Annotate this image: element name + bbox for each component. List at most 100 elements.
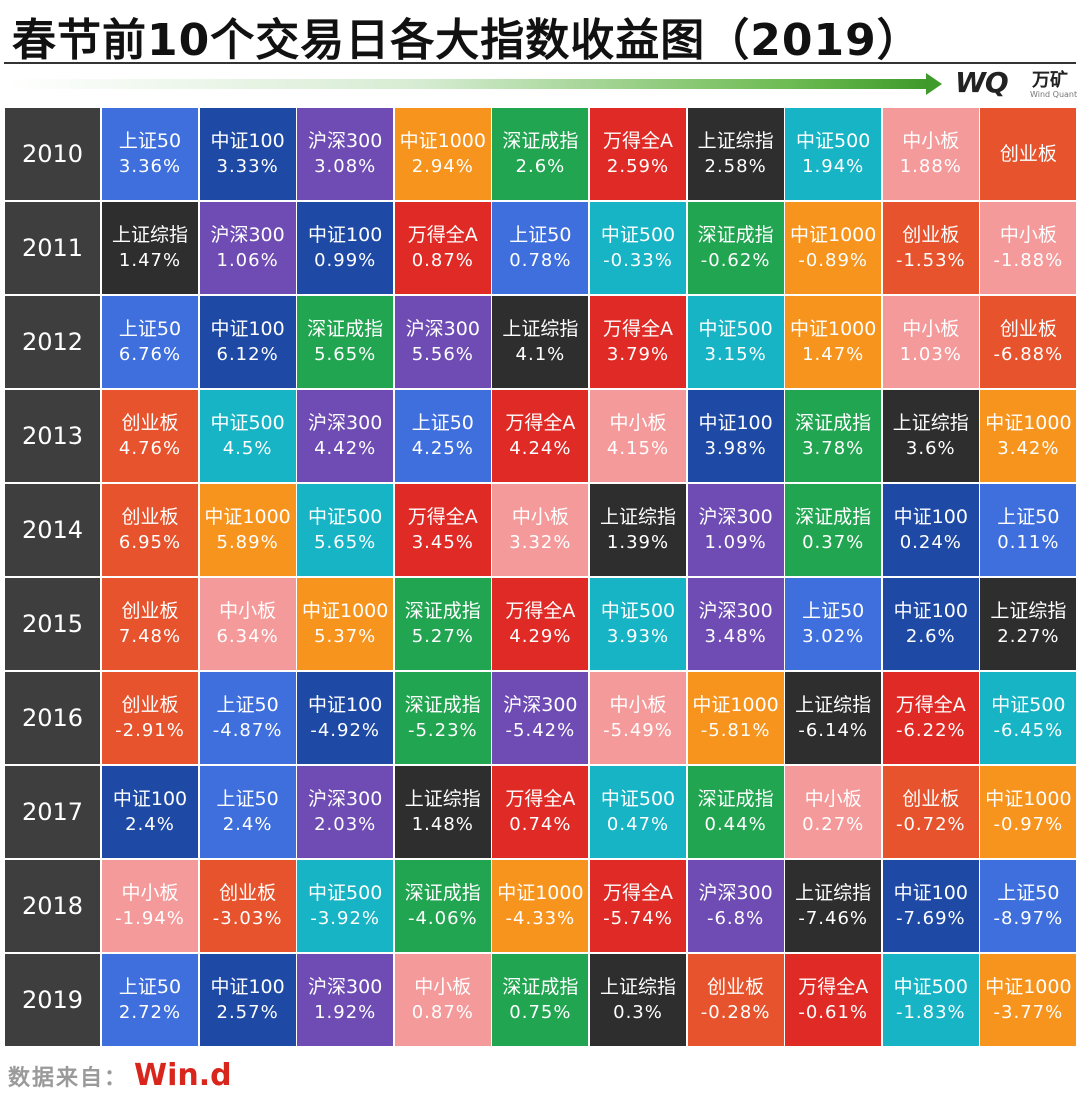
- index-return-value: 5.65%: [314, 532, 377, 553]
- index-cell: 中证500 4.5%: [199, 390, 296, 482]
- index-name: 中证500: [600, 788, 676, 810]
- index-cell: 中证500 3.15%: [687, 296, 784, 388]
- index-return-value: -6.14%: [798, 720, 869, 741]
- index-name: 创业板: [219, 882, 277, 904]
- index-name: 中证500: [308, 882, 383, 904]
- index-name: 中小板: [219, 600, 277, 622]
- index-cell: 中证100 3.98%: [687, 390, 784, 482]
- index-cell: 沪深300 2.03%: [297, 766, 394, 858]
- gradient-arrow-bar: [6, 79, 928, 89]
- index-name: 深证成指: [502, 976, 579, 998]
- index-cell: 万得全A 0.87%: [394, 202, 491, 294]
- table-row: 2018 中小板 -1.94% 创业板 -3.03% 中证500 -3.92% 深证成指 -4.…: [5, 860, 1077, 952]
- index-cell: 中证100 0.99%: [297, 202, 394, 294]
- index-return-value: 5.65%: [314, 344, 377, 365]
- index-return-value: -6.88%: [993, 344, 1064, 365]
- index-return-value: -5.74%: [603, 908, 673, 929]
- index-name: 上证50: [997, 882, 1060, 904]
- index-name: 上证综指: [599, 976, 676, 998]
- index-cell: 上证综指 2.58%: [687, 108, 784, 200]
- index-return-value: 1.09%: [704, 532, 767, 553]
- index-return-value: 6.12%: [216, 344, 279, 365]
- index-name: 沪深300: [308, 788, 383, 810]
- index-name: 中小板: [121, 882, 179, 904]
- index-return-value: -0.33%: [603, 250, 673, 271]
- index-cell: 创业板: [980, 108, 1077, 200]
- index-cell: 深证成指 0.44%: [687, 766, 784, 858]
- year-label: 2018: [5, 860, 100, 952]
- index-name: 沪深300: [405, 318, 480, 340]
- index-name: 中证100: [210, 318, 285, 340]
- index-cell: 深证成指 5.65%: [297, 296, 394, 388]
- index-return-value: -3.77%: [993, 1002, 1064, 1023]
- index-name: 上证50: [118, 130, 182, 152]
- index-return-value: 6.34%: [216, 626, 279, 647]
- index-return-value: -6.22%: [895, 720, 966, 741]
- index-name: 创业板: [121, 412, 179, 434]
- index-cell: 中证500 -0.33%: [590, 202, 686, 294]
- index-cell: 沪深300 3.08%: [297, 108, 394, 200]
- index-return-value: 0.78%: [509, 250, 572, 271]
- index-return-value: 3.45%: [411, 532, 474, 553]
- year-label: 2012: [5, 296, 100, 388]
- index-cell: 上证50 4.25%: [394, 390, 491, 482]
- index-cell: 创业板 -0.72%: [882, 766, 979, 858]
- index-name: 万得全A: [505, 412, 576, 434]
- index-name: 中证100: [210, 130, 285, 152]
- index-name: 创业板: [707, 976, 765, 998]
- index-cell: 上证综指 1.39%: [590, 484, 686, 576]
- index-cell: 中小板 0.27%: [785, 766, 882, 858]
- index-name: 中小板: [609, 412, 667, 434]
- index-name: 中证1000: [985, 788, 1072, 810]
- index-return-value: 1.39%: [606, 532, 670, 553]
- arrow-right-icon: [926, 73, 942, 95]
- index-return-value: 0.24%: [899, 532, 962, 553]
- index-cell: 万得全A 2.59%: [590, 108, 686, 200]
- year-label: 2013: [5, 390, 100, 482]
- index-return-value: 6.95%: [118, 532, 182, 553]
- index-name: 深证成指: [404, 882, 481, 904]
- index-cell: 沪深300 -5.42%: [492, 672, 589, 764]
- index-return-value: 2.57%: [216, 1002, 279, 1023]
- index-return-value: 0.3%: [613, 1002, 663, 1023]
- index-return-value: 4.15%: [606, 438, 670, 459]
- index-return-value: -6.45%: [993, 720, 1064, 741]
- index-cell: 中证100 -4.92%: [297, 672, 394, 764]
- index-return-value: 1.06%: [216, 250, 279, 271]
- index-cell: 深证成指 -5.23%: [394, 672, 491, 764]
- index-cell: 万得全A 4.24%: [492, 390, 589, 482]
- table-row: 2013 创业板 4.76% 中证500 4.5% 沪深300 4.42% 上证50 4.25%…: [5, 390, 1077, 482]
- index-name: 上证50: [997, 506, 1060, 528]
- index-name: 上证综指: [599, 506, 676, 528]
- index-return-value: -5.81%: [700, 720, 771, 741]
- index-name: 中证500: [698, 318, 773, 340]
- index-cell: 深证成指 -4.06%: [394, 860, 491, 952]
- index-cell: 深证成指 5.27%: [394, 578, 491, 670]
- index-return-value: 5.37%: [314, 626, 377, 647]
- index-return-value: -0.89%: [798, 250, 869, 271]
- index-return-value: 2.03%: [314, 814, 377, 835]
- index-cell: 中证500 5.65%: [297, 484, 394, 576]
- index-name: 深证成指: [404, 694, 481, 716]
- index-return-value: 2.6%: [515, 156, 566, 177]
- index-name: 中证100: [308, 224, 383, 246]
- index-cell: 创业板 -0.28%: [687, 954, 784, 1046]
- index-cell: 上证综指 4.1%: [492, 296, 589, 388]
- year-label: 2014: [5, 484, 100, 576]
- table-row: 2012 上证50 6.76% 中证100 6.12% 深证成指 5.65% 沪深300 5.5…: [5, 296, 1077, 388]
- index-name: 中小板: [511, 506, 569, 528]
- index-cell: 中证100 2.4%: [102, 766, 198, 858]
- index-name: 创业板: [902, 788, 960, 810]
- index-name: 中证500: [893, 976, 968, 998]
- year-label: 2019: [5, 954, 100, 1046]
- index-cell: 上证综指 3.6%: [882, 390, 979, 482]
- index-cell: 万得全A 0.74%: [492, 766, 589, 858]
- index-return-value: 5.89%: [216, 532, 279, 553]
- index-return-value: 5.56%: [411, 344, 474, 365]
- index-cell: 沪深300 4.42%: [297, 390, 394, 482]
- year-label: 2015: [5, 578, 100, 670]
- index-cell: 中小板 3.32%: [492, 484, 589, 576]
- table-row: 2011 上证综指 1.47% 沪深300 1.06% 中证100 0.99% 万得全A 0.8…: [5, 202, 1077, 294]
- index-name: 中证500: [210, 412, 285, 434]
- table-row: 2016 创业板 -2.91% 上证50 -4.87% 中证100 -4.92% 深证成指 -5…: [5, 672, 1077, 764]
